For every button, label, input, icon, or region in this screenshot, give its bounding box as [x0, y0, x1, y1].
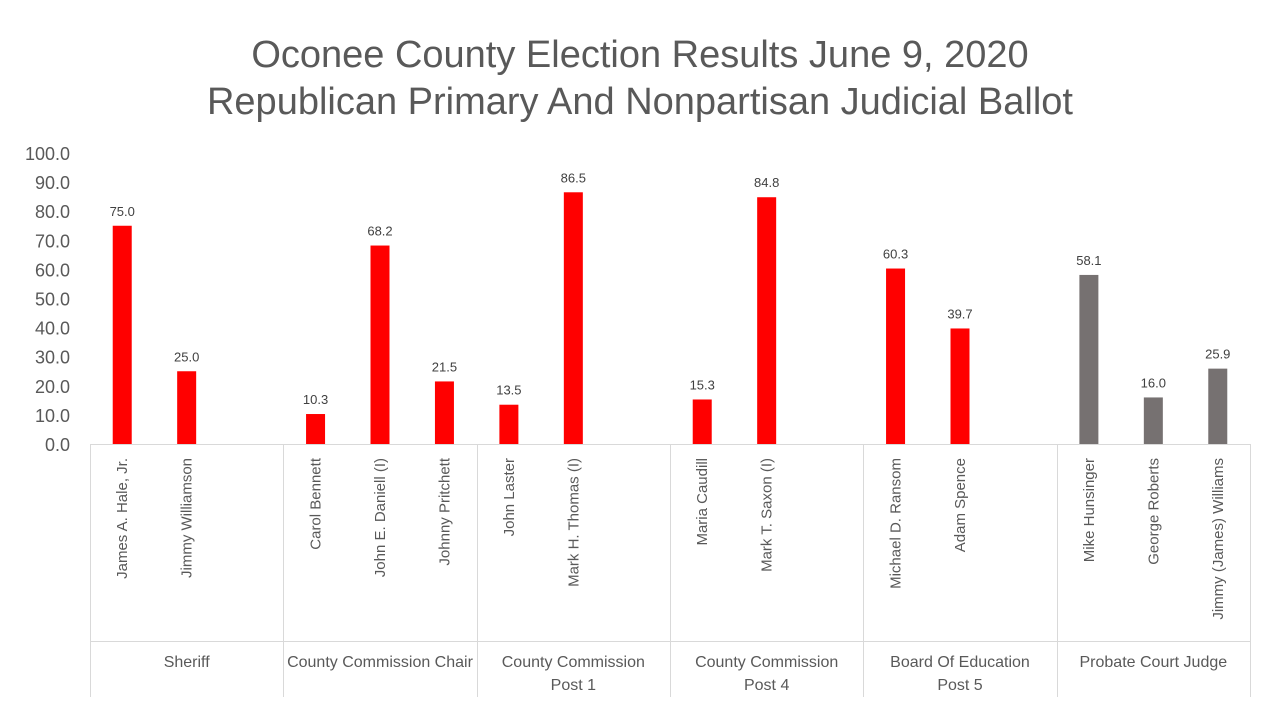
y-tick-label: 10.0 — [35, 406, 70, 426]
group-label: Probate Court Judge — [1080, 654, 1228, 671]
candidate-label: Adam Spence — [952, 458, 969, 552]
group-label: County Commission Chair — [287, 654, 474, 671]
candidate-label: Michael D. Ransom — [888, 458, 905, 589]
candidate-label: Johnny Pritchett — [436, 457, 453, 565]
data-label: 68.2 — [367, 224, 392, 239]
data-label: 15.3 — [690, 377, 715, 392]
chart-title-line2: Republican Primary And Nonpartisan Judic… — [206, 81, 1073, 123]
candidate-label: John E. Daniell (I) — [372, 458, 389, 577]
data-label: 10.3 — [303, 392, 328, 407]
candidate-label: Mark T. Saxon (I) — [759, 458, 776, 572]
data-label: 75.0 — [110, 204, 135, 219]
y-tick-label: 70.0 — [35, 231, 70, 251]
candidate-label: Maria Caudill — [694, 458, 711, 546]
data-label: 84.8 — [754, 175, 779, 190]
chart-title-line1: Oconee County Election Results June 9, 2… — [251, 34, 1029, 76]
bar — [1208, 368, 1228, 444]
data-label: 25.9 — [1205, 347, 1230, 362]
y-tick-label: 30.0 — [35, 348, 70, 368]
y-tick-label: 90.0 — [35, 173, 70, 193]
group-label: Post 5 — [937, 677, 982, 694]
candidate-label: Jimmy (James) Williams — [1210, 458, 1227, 620]
bar — [370, 245, 390, 444]
data-label: 21.5 — [432, 359, 457, 374]
bar — [1079, 274, 1099, 444]
bar — [950, 328, 970, 444]
y-tick-label: 50.0 — [35, 290, 70, 310]
y-tick-label: 80.0 — [35, 202, 70, 222]
bars: 75.0 25.0 10.3 68.2 21.5 13.5 86.5 15.3 84.8 60.3… — [110, 170, 1230, 444]
group-label: County Commission — [695, 654, 838, 671]
bar — [434, 381, 454, 444]
y-tick-label: 100.0 — [25, 144, 70, 164]
y-tick-label: 60.0 — [35, 260, 70, 280]
y-tick-label: 40.0 — [35, 319, 70, 339]
data-label: 58.1 — [1076, 253, 1101, 268]
candidate-label: George Roberts — [1145, 458, 1162, 565]
y-axis: 0.0 10.0 20.0 30.0 40.0 50.0 60.0 70.0 80.0 90.0 1… — [25, 144, 70, 455]
group-label: Post 4 — [744, 677, 789, 694]
y-tick-label: 0.0 — [45, 435, 70, 455]
data-label: 16.0 — [1141, 375, 1166, 390]
x-axis: James A. Hale, Jr. Jimmy Williamson Sherif… — [90, 444, 1251, 697]
data-label: 13.5 — [496, 383, 521, 398]
data-label: 25.0 — [174, 349, 199, 364]
bar — [306, 414, 326, 444]
bar — [886, 268, 906, 444]
group-label: Sheriff — [164, 654, 211, 671]
bar — [563, 192, 583, 444]
bar — [692, 399, 712, 444]
bar — [757, 197, 777, 444]
bar — [499, 404, 519, 444]
group-label: Board Of Education — [890, 654, 1030, 671]
candidate-label: James A. Hale, Jr. — [114, 458, 131, 579]
data-label: 39.7 — [947, 306, 972, 321]
data-label: 86.5 — [561, 170, 586, 185]
chart-title: Oconee County Election Results June 9, 2… — [0, 32, 1280, 126]
bar — [112, 225, 132, 444]
candidate-label: Carol Bennett — [308, 457, 325, 550]
bar — [177, 371, 197, 444]
candidate-label: Mark H. Thomas (I) — [565, 458, 582, 587]
candidate-label: Mike Hunsinger — [1081, 458, 1098, 562]
y-tick-label: 20.0 — [35, 377, 70, 397]
candidate-label: John Laster — [501, 458, 518, 536]
bar — [1143, 397, 1163, 444]
data-label: 60.3 — [883, 247, 908, 262]
candidate-label: Jimmy Williamson — [179, 458, 196, 578]
group-label: County Commission — [502, 654, 645, 671]
group-label: Post 1 — [551, 677, 596, 694]
